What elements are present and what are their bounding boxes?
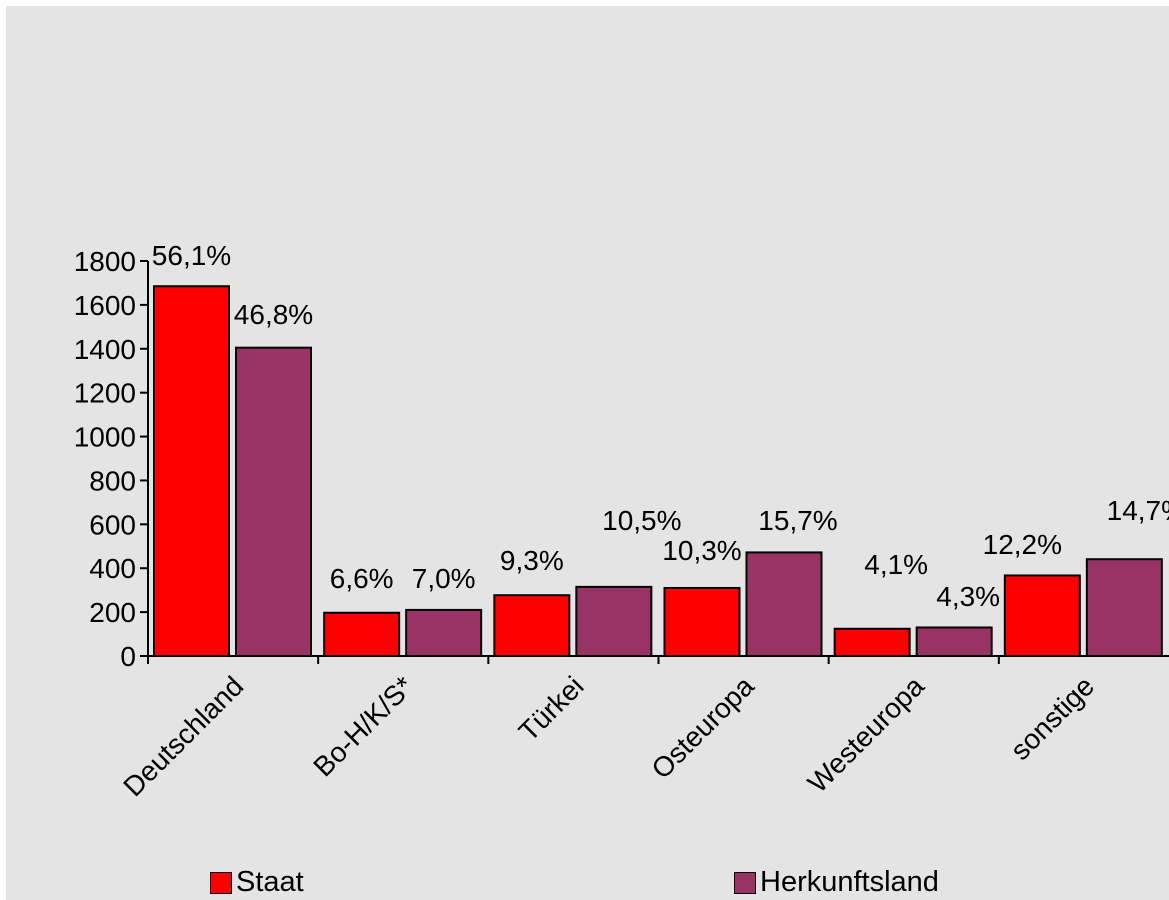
x-axis <box>147 655 1169 664</box>
data-label: 10,5% <box>602 505 681 536</box>
legend-item-staat: Staat <box>210 866 304 899</box>
x-category-label: sonstige <box>1004 670 1100 766</box>
bar-staat <box>323 611 401 658</box>
bar-herkunftsland <box>1085 558 1163 657</box>
y-tick-label: 1600 <box>74 290 136 321</box>
data-label: 12,2% <box>983 529 1062 560</box>
bar-herkunftsland <box>235 346 312 657</box>
legend-swatch-herkunftsland <box>734 871 756 894</box>
y-tick-label: 1200 <box>74 378 136 409</box>
y-tick-label: 1000 <box>74 422 136 453</box>
y-tick-label: 600 <box>89 509 136 540</box>
data-label: 6,6% <box>330 563 394 594</box>
data-label: 14,7% <box>1107 495 1169 526</box>
category-labels: Deutschland Bo-H/K/S* Türkei Osteuropa Weste… <box>117 670 1100 802</box>
bar-herkunftsland <box>405 608 483 658</box>
data-label: 10,3% <box>662 535 741 566</box>
data-label: 7,0% <box>412 563 476 594</box>
data-label: 46,8% <box>234 299 313 330</box>
bars <box>153 285 1163 658</box>
legend-swatch-staat <box>210 871 232 894</box>
x-category-label: Deutschland <box>117 670 249 802</box>
x-category-label: Osteuropa <box>645 670 760 785</box>
y-tick-label: 1400 <box>74 334 136 365</box>
x-category-label: Westeuropa <box>802 670 931 799</box>
data-label: 9,3% <box>500 545 564 576</box>
y-tick-label: 1800 <box>74 246 136 277</box>
bar-labels: 56,1% 6,6% 9,3% 10,3% 4,1% 12,2% 46,8% 7,0% 10,5… <box>152 240 1169 612</box>
x-category-label: Bo-H/K/S* <box>307 670 419 782</box>
bar-staat <box>1003 574 1081 657</box>
y-tick-label: 800 <box>89 465 136 496</box>
legend-item-herkunftsland: Herkunftsland <box>734 866 939 899</box>
data-label: 4,3% <box>936 581 1000 612</box>
bar-herkunftsland <box>745 551 823 658</box>
y-axis: 0 200 400 600 800 1000 1200 1400 1600 1800 <box>74 246 149 672</box>
legend-label-staat: Staat <box>236 866 304 898</box>
bar-staat <box>153 285 230 657</box>
bar-staat <box>663 586 741 658</box>
bar-herkunftsland <box>575 585 653 657</box>
bar-staat <box>493 594 571 657</box>
y-tick-label: 0 <box>120 641 136 672</box>
legend-label-herkunftsland: Herkunftsland <box>760 866 939 898</box>
y-tick-label: 400 <box>89 553 136 584</box>
bar-herkunftsland <box>915 626 993 658</box>
bar-staat <box>833 627 911 657</box>
data-label: 15,7% <box>758 505 837 536</box>
data-label: 56,1% <box>152 240 231 271</box>
x-category-label: Türkei <box>513 670 590 747</box>
y-tick-label: 200 <box>89 597 136 628</box>
data-label: 4,1% <box>864 549 928 580</box>
